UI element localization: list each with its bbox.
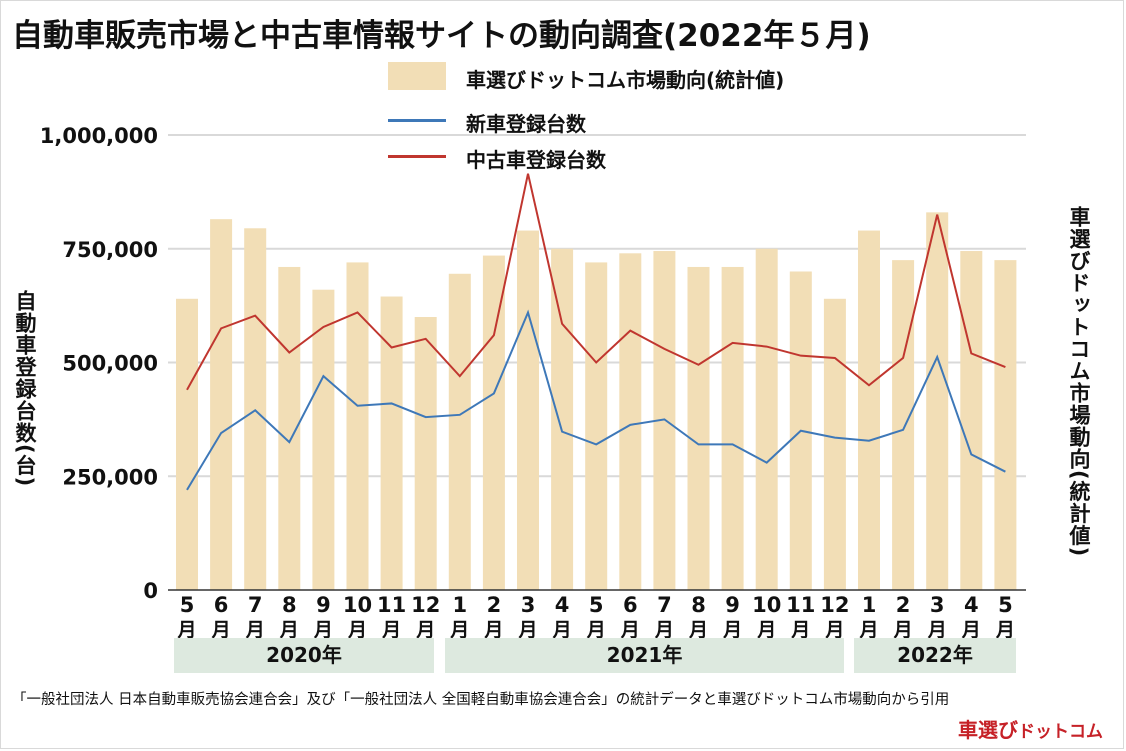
bar <box>448 273 471 590</box>
x-tick-label: 12 <box>411 593 440 617</box>
bar <box>960 251 983 590</box>
series-line-used <box>186 173 1006 391</box>
x-tick-unit: 月 <box>620 619 640 641</box>
x-tick-unit: 月 <box>517 619 537 641</box>
x-tick-unit: 月 <box>586 619 606 641</box>
y-tick-label: 500,000 <box>62 352 158 376</box>
bar <box>926 212 949 590</box>
x-tick-unit: 月 <box>893 619 913 641</box>
x-tick-label: 1 <box>452 593 467 617</box>
x-tick-label: 2 <box>487 593 502 617</box>
bar <box>858 230 880 591</box>
bar <box>721 266 744 590</box>
x-tick-label: 11 <box>377 593 406 617</box>
year-band-2020: 2020年 <box>174 638 434 673</box>
y-axis-left-label: 自動車登録台数(台) <box>13 290 37 488</box>
x-tick-label: 10 <box>752 593 781 617</box>
logo-main: 車選び <box>958 718 1018 742</box>
legend-label-new: 新車登録台数 <box>466 112 586 136</box>
bar <box>619 253 642 591</box>
x-tick-unit: 月 <box>313 619 333 641</box>
x-tick-unit: 月 <box>722 619 742 641</box>
x-tick-label: 9 <box>725 593 740 617</box>
x-tick-unit: 月 <box>483 619 503 641</box>
x-tick-unit: 月 <box>927 619 947 641</box>
x-tick-unit: 月 <box>279 619 299 641</box>
x-tick-label: 7 <box>248 593 263 617</box>
x-tick-unit: 月 <box>245 619 265 641</box>
x-tick-unit: 月 <box>756 619 776 641</box>
bar <box>210 219 233 591</box>
x-tick-label: 4 <box>555 593 570 617</box>
y-tick-label: 1,000,000 <box>40 124 158 148</box>
bar <box>517 230 539 591</box>
bar <box>380 296 403 590</box>
legend-label-used: 中古車登録台数 <box>466 148 606 172</box>
y-tick-label: 0 <box>143 579 158 603</box>
x-tick-unit: 月 <box>176 619 196 641</box>
x-tick-label: 5 <box>998 593 1013 617</box>
x-tick-unit: 月 <box>790 619 810 641</box>
y-tick-label: 250,000 <box>62 465 158 489</box>
x-tick-unit: 月 <box>381 619 401 641</box>
brand-logo: 車選びドットコム <box>958 714 1103 743</box>
x-tick-label: 8 <box>282 593 297 617</box>
x-tick-label: 4 <box>964 593 979 617</box>
logo-sub: ドットコム <box>1018 722 1103 742</box>
x-tick-unit: 月 <box>858 619 878 641</box>
bar <box>482 255 505 590</box>
y-axis-right-label: 車選びドットコム市場動向(統計値) <box>1067 206 1091 558</box>
bar <box>176 298 198 590</box>
x-tick-label: 5 <box>180 593 195 617</box>
series-line-new <box>186 309 1006 491</box>
legend-swatch-bar <box>388 62 446 90</box>
x-tick-unit: 月 <box>688 619 708 641</box>
bar <box>823 298 846 590</box>
source-note: 「一般社団法人 日本自動車販売協会連合会」及び「一般社団法人 全国軽自動車協会連… <box>12 692 950 708</box>
x-tick-unit: 月 <box>961 619 981 641</box>
legend-swatch-used <box>388 155 446 158</box>
x-tick-unit: 月 <box>347 619 367 641</box>
y-tick-label: 750,000 <box>62 238 158 262</box>
bar <box>892 260 915 590</box>
legend-swatch-new <box>388 119 446 122</box>
x-tick-label: 8 <box>691 593 706 617</box>
bar <box>755 248 778 590</box>
bar <box>312 289 335 590</box>
x-tick-label: 12 <box>820 593 849 617</box>
x-tick-unit: 月 <box>995 619 1015 641</box>
bar <box>994 260 1017 590</box>
bar <box>551 248 574 590</box>
x-tick-unit: 月 <box>654 619 674 641</box>
x-tick-label: 1 <box>862 593 877 617</box>
x-tick-label: 11 <box>786 593 815 617</box>
x-tick-label: 3 <box>521 593 536 617</box>
x-tick-label: 7 <box>657 593 672 617</box>
x-tick-label: 6 <box>214 593 229 617</box>
chart-title: 自動車販売市場と中古車情報サイトの動向調査(2022年５月) <box>12 18 871 54</box>
year-band-2022: 2022年 <box>854 638 1016 673</box>
bar <box>414 317 437 590</box>
x-tick-unit: 月 <box>824 619 844 641</box>
x-tick-label: 5 <box>589 593 604 617</box>
x-tick-label: 6 <box>623 593 638 617</box>
x-tick-unit: 月 <box>211 619 231 641</box>
x-tick-unit: 月 <box>415 619 435 641</box>
x-tick-label: 10 <box>343 593 372 617</box>
x-tick-label: 3 <box>930 593 945 617</box>
bar <box>346 262 369 590</box>
x-tick-label: 9 <box>316 593 331 617</box>
x-tick-unit: 月 <box>552 619 572 641</box>
year-band-2021: 2021年 <box>445 638 844 673</box>
bar <box>687 266 710 590</box>
x-tick-label: 2 <box>896 593 911 617</box>
x-tick-unit: 月 <box>449 619 469 641</box>
bar <box>585 262 608 590</box>
legend-label-bar: 車選びドットコム市場動向(統計値) <box>466 68 785 92</box>
